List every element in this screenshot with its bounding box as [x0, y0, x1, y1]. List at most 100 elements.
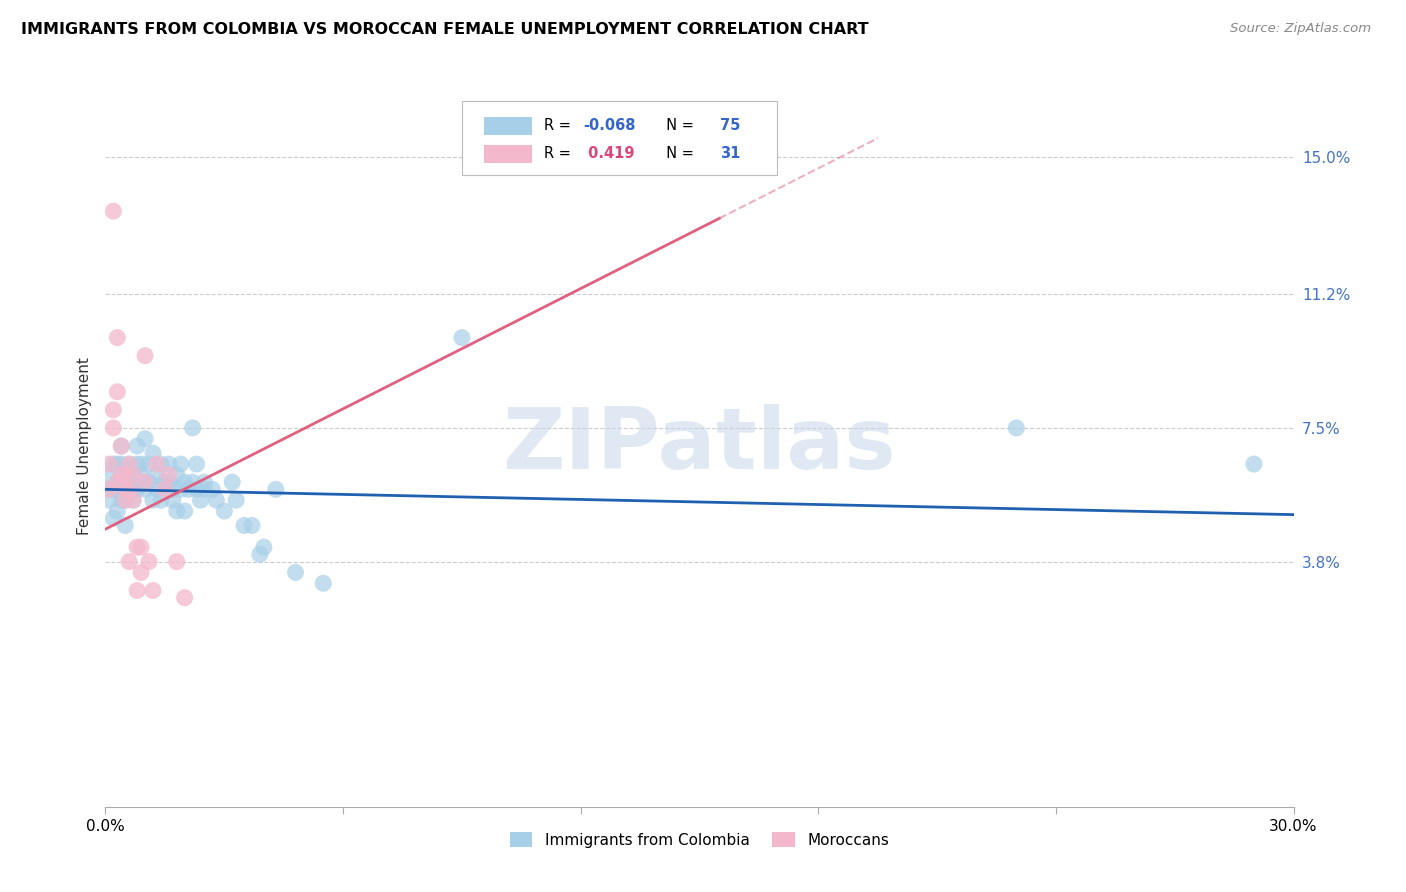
Point	[129, 457, 152, 471]
Point	[253, 540, 276, 554]
Point	[114, 493, 136, 508]
Point	[118, 475, 141, 489]
Point	[129, 467, 152, 482]
Point	[105, 475, 128, 489]
Point	[173, 504, 195, 518]
Point	[162, 483, 184, 497]
Point	[166, 504, 188, 518]
Point	[105, 475, 128, 489]
Point	[181, 475, 204, 489]
Point	[1005, 421, 1028, 435]
Point	[127, 540, 149, 554]
Point	[146, 457, 169, 471]
Point	[166, 555, 188, 569]
Point	[127, 439, 149, 453]
FancyBboxPatch shape	[461, 102, 776, 175]
Point	[221, 475, 243, 489]
Point	[103, 457, 125, 471]
Point	[98, 483, 121, 497]
Point	[170, 483, 193, 497]
Point	[134, 475, 156, 489]
Point	[118, 457, 141, 471]
Text: 0.419: 0.419	[583, 146, 634, 161]
Point	[146, 483, 169, 497]
Text: R =: R =	[544, 146, 575, 161]
Point	[264, 483, 287, 497]
Point	[450, 331, 472, 345]
Text: N =: N =	[657, 146, 699, 161]
Text: N =: N =	[657, 118, 699, 133]
Point	[181, 421, 204, 435]
Point	[98, 467, 121, 482]
Point	[233, 518, 256, 533]
Point	[153, 475, 176, 489]
Point	[166, 467, 188, 482]
Point	[122, 493, 145, 508]
Point	[201, 483, 224, 497]
Point	[110, 439, 132, 453]
Point	[122, 467, 145, 482]
Point	[114, 518, 136, 533]
Text: R =: R =	[544, 118, 575, 133]
FancyBboxPatch shape	[485, 145, 531, 162]
Text: -0.068: -0.068	[583, 118, 636, 133]
Text: Source: ZipAtlas.com: Source: ZipAtlas.com	[1230, 22, 1371, 36]
Point	[186, 457, 208, 471]
Point	[110, 483, 132, 497]
Point	[118, 483, 141, 497]
Point	[105, 483, 128, 497]
Point	[312, 576, 335, 591]
Point	[170, 457, 193, 471]
Point	[193, 475, 215, 489]
Point	[105, 504, 128, 518]
Point	[190, 493, 212, 508]
Point	[105, 384, 128, 399]
Point	[110, 439, 132, 453]
Point	[114, 483, 136, 497]
Point	[149, 457, 172, 471]
Point	[134, 483, 156, 497]
Point	[110, 467, 132, 482]
Point	[146, 467, 169, 482]
Point	[142, 583, 165, 598]
Point	[118, 555, 141, 569]
Point	[205, 493, 228, 508]
Point	[138, 475, 160, 489]
Point	[1243, 457, 1265, 471]
Point	[118, 483, 141, 497]
Point	[129, 540, 152, 554]
Point	[103, 204, 125, 219]
Point	[157, 457, 180, 471]
Point	[118, 457, 141, 471]
Point	[103, 421, 125, 435]
Point	[127, 583, 149, 598]
Text: IMMIGRANTS FROM COLOMBIA VS MOROCCAN FEMALE UNEMPLOYMENT CORRELATION CHART: IMMIGRANTS FROM COLOMBIA VS MOROCCAN FEM…	[21, 22, 869, 37]
Point	[177, 483, 200, 497]
Point	[240, 518, 263, 533]
Point	[114, 467, 136, 482]
Point	[122, 467, 145, 482]
Point	[122, 493, 145, 508]
Point	[127, 457, 149, 471]
Point	[103, 483, 125, 497]
Text: ZIPatlas: ZIPatlas	[502, 404, 897, 488]
Point	[122, 483, 145, 497]
Point	[127, 483, 149, 497]
Point	[114, 467, 136, 482]
Text: 75: 75	[720, 118, 740, 133]
Point	[173, 475, 195, 489]
Text: 31: 31	[720, 146, 740, 161]
Point	[149, 493, 172, 508]
Point	[153, 483, 176, 497]
Point	[142, 446, 165, 460]
FancyBboxPatch shape	[485, 117, 531, 135]
Point	[105, 457, 128, 471]
Point	[249, 548, 271, 562]
Point	[110, 493, 132, 508]
Point	[186, 483, 208, 497]
Point	[214, 504, 236, 518]
Point	[157, 475, 180, 489]
Point	[103, 511, 125, 525]
Point	[105, 331, 128, 345]
Point	[134, 349, 156, 363]
